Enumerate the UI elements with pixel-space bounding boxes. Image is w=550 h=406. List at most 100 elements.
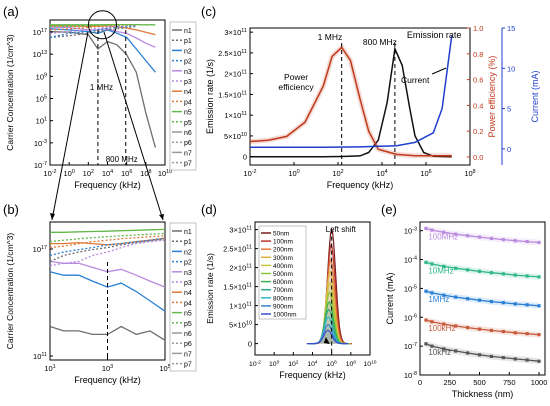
- panel-c-y2tick-label-3: 0.6: [473, 76, 483, 85]
- panel-e-plot-frame: [419, 221, 546, 376]
- panel-e-point-100kHz-7: [501, 329, 505, 334]
- panel-a-ytick-label-2: 101: [36, 117, 47, 126]
- panel-c-y3tick-label-3: 15: [507, 24, 515, 33]
- panel-e-point-100kHz-3: [454, 324, 458, 328]
- panel-c-plot-frame: [249, 27, 471, 166]
- panel-e-xtick-label-4: 1000: [531, 378, 548, 387]
- panel-c-y2tick-label-0: 0.0: [473, 153, 483, 162]
- zoom-arrow-right: [159, 214, 164, 220]
- panel-a-legend-label-p2: p2: [184, 59, 192, 66]
- zoom-line-left: [51, 31, 89, 221]
- panel-c-ytick-label-5: 2.5×1011: [218, 49, 247, 58]
- panel-e-point-10kHz-9: [525, 358, 529, 362]
- panel-a-legend-label-n7: n7: [184, 150, 192, 157]
- panel-b-legend-label-p5: p5: [184, 321, 192, 328]
- panel-c-y3tick-label-1: 5: [507, 105, 511, 114]
- panel-e-point-100MHz-7: [501, 238, 505, 242]
- zoom-arrow-left: [50, 213, 55, 220]
- panel-a-series-p5: [49, 24, 137, 28]
- panel-a-legend-label-n6: n6: [184, 130, 192, 137]
- panel-e-point-1MHz-5: [477, 298, 482, 302]
- panel-d-ylabel: Emission rate (1/s): [205, 253, 215, 324]
- zoom-connector-lines: [50, 31, 164, 221]
- panel-a-ytick-label-1: 10-3: [34, 139, 47, 148]
- panel-e-point-100kHz-8: [513, 331, 517, 335]
- panel-label-e: (e): [381, 202, 397, 217]
- panel-e-point-100kHz-0: [424, 318, 428, 322]
- panel-d-fill-300nm: [309, 271, 351, 344]
- panel-d-xlabel: Frequency (kHz): [279, 370, 346, 380]
- panel-c-xtick-label-5: 108: [464, 169, 475, 178]
- panel-d-xtick-label-0: 10-2: [249, 359, 261, 368]
- panel-e-ytick-label-2: 10-6: [404, 313, 417, 322]
- panel-a-xtick-label-4: 106: [121, 169, 132, 178]
- panel-d-shift-arrow: [323, 337, 330, 344]
- panel-e-point-100MHz-10: [537, 240, 541, 245]
- panel-a-legend-label-p5: p5: [184, 120, 192, 127]
- panel-a-legend-label-n4: n4: [184, 89, 192, 96]
- panel-e-point-100MHz-2: [442, 230, 446, 234]
- panel-c-ytick-label-3: 1.5×1011: [218, 90, 247, 99]
- panel-c-ylabel: Emission rate (1/s): [205, 59, 215, 134]
- panel-b-series-p5: [49, 232, 166, 243]
- zoom-line-right: [103, 31, 164, 221]
- panel-a-xtick-label-2: 102: [83, 169, 94, 178]
- panel-e-point-100kHz-5: [477, 327, 482, 331]
- panel-b-legend-label-n2: n2: [184, 249, 192, 256]
- panel-a-chart: 1 MHz 800 MHz 10-2 100 102 104 106 108 1010 10-7 1…: [5, 10, 197, 190]
- panel-c-annotation-power: Power: [284, 72, 308, 82]
- panel-b-series-p3: [49, 239, 166, 267]
- panel-label-a: (a): [3, 4, 19, 19]
- panel-d-legend-label-1000nm: 1000nm: [273, 312, 297, 319]
- panel-d-legend-label-400nm: 400nm: [273, 263, 293, 270]
- panel-b-legend-label-p2: p2: [184, 260, 192, 267]
- panel-e-point-10MHz-5: [477, 269, 482, 273]
- panel-b-series-p4: [49, 235, 166, 249]
- panel-d-legend-label-50nm: 50nm: [273, 231, 289, 238]
- panel-d-legend-label-700nm: 700nm: [273, 287, 293, 294]
- panel-e-ytick-label-1: 10-7: [404, 342, 417, 351]
- panel-c-y3tick-label-0: 0: [507, 145, 511, 154]
- panel-b-ytick-label-0: 1011: [33, 352, 47, 361]
- panel-e-point-10MHz-4: [466, 268, 470, 272]
- panel-c-series-current: [250, 36, 453, 149]
- panel-b-chart: 101 103 105 1011 1017 Frequency (kHz) Carrier …: [5, 221, 197, 385]
- panel-e-point-10kHz-0: [424, 342, 428, 346]
- panel-e-point-10kHz-8: [513, 357, 517, 361]
- panel-b-legend-label-p7: p7: [184, 362, 192, 369]
- panel-a-series-p1: [49, 25, 137, 39]
- panel-e-ytick-label-3: 10-5: [404, 284, 417, 293]
- panel-e-point-100kHz-6: [489, 328, 494, 333]
- panel-a-legend-label-p3: p3: [184, 79, 192, 86]
- panel-label-d: (d): [201, 202, 217, 217]
- panel-a-legend-label-p6: p6: [184, 140, 192, 147]
- panel-e-point-10MHz-7: [501, 272, 505, 276]
- panel-a-legend-label-n1: n1: [184, 28, 192, 35]
- panel-c-series-power-efficiency: [249, 46, 452, 157]
- panel-b-legend-label-p4: p4: [184, 300, 192, 307]
- panel-d-ytick-label-1: 5×1010: [229, 321, 252, 330]
- panel-d-ytick-label-4: 2×1011: [229, 264, 252, 273]
- panel-b-xtick-label-0: 101: [44, 364, 55, 373]
- panel-e-point-1MHz-8: [513, 302, 517, 306]
- panel-label-b: (b): [3, 202, 19, 217]
- panel-e-point-10kHz-1: [430, 344, 434, 348]
- panel-d-fill-1000nm: [306, 330, 348, 344]
- panel-e-point-100kHz-4: [466, 325, 470, 330]
- panel-e-point-100MHz-4: [466, 234, 470, 238]
- panel-a-xtick-label-6: 1010: [158, 169, 172, 178]
- panel-e-point-10kHz-7: [501, 356, 505, 360]
- panel-e-ytick-label-5: 10-3: [404, 227, 417, 236]
- panel-a-legend-label-n2: n2: [184, 48, 192, 55]
- panel-c-xtick-label-3: 104: [376, 169, 387, 178]
- panel-e-point-10MHz-3: [454, 266, 458, 270]
- panel-d-annotation-leftshift: Left shift: [326, 225, 357, 234]
- panel-a-legend-label-n5: n5: [184, 110, 192, 117]
- panel-e-point-1MHz-2: [442, 293, 446, 297]
- panel-a-legend-label-p1: p1: [184, 38, 192, 45]
- panel-b-series-n5: [50, 228, 166, 233]
- panel-d-xtick-label-5: 108: [346, 359, 357, 368]
- panel-e-point-10MHz-9: [525, 274, 529, 278]
- panel-d-ytick-label-3: 1.5×1011: [223, 283, 252, 292]
- panel-e-xlabel: Thickness (nm): [452, 389, 514, 399]
